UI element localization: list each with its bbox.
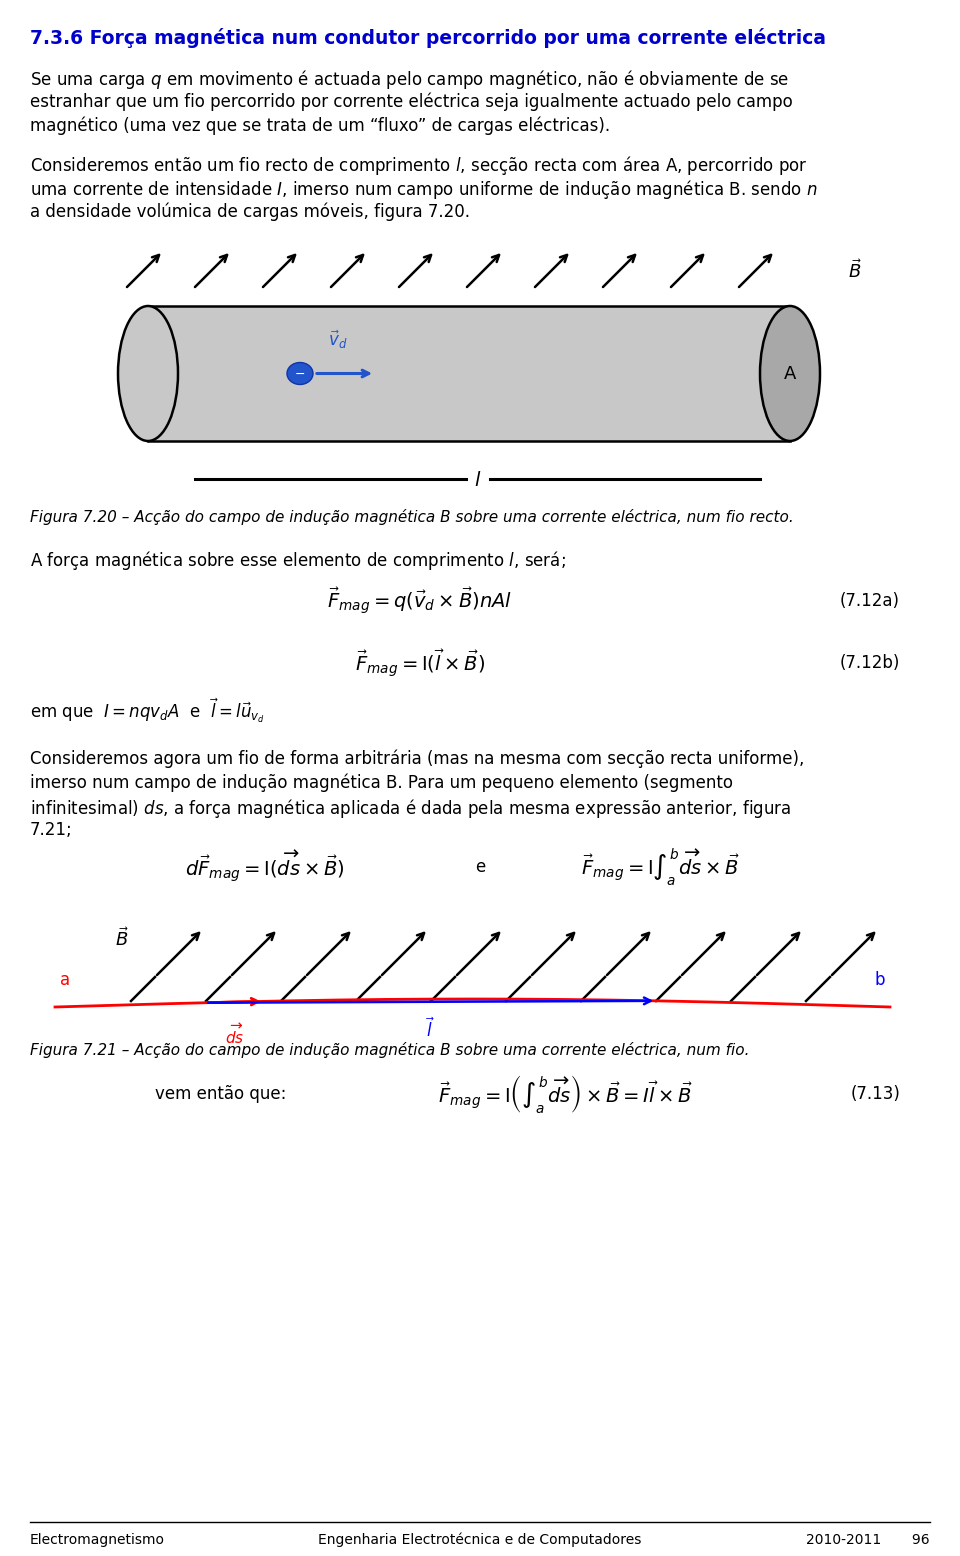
Bar: [148, 307, 790, 440]
Text: (7.12b): (7.12b): [840, 654, 900, 672]
Text: (7.12a): (7.12a): [840, 591, 900, 610]
Text: a: a: [60, 971, 70, 990]
Text: $\vec{B}$: $\vec{B}$: [115, 927, 129, 949]
Text: Consideremos agora um fio de forma arbitrária (mas na mesma com secção recta uni: Consideremos agora um fio de forma arbit…: [30, 748, 804, 767]
Text: Electromagnetismo: Electromagnetismo: [30, 1533, 165, 1547]
Text: $d\vec{F}_{mag} = \mathrm{I}(\overrightarrow{ds} \times \vec{B})$: $d\vec{F}_{mag} = \mathrm{I}(\overrighta…: [185, 850, 345, 885]
Text: infinitesimal) $ds$, a força magnética aplicada é dada pela mesma expressão ante: infinitesimal) $ds$, a força magnética a…: [30, 797, 791, 820]
Text: vem então que:: vem então que:: [155, 1085, 286, 1103]
Text: $\vec{F}_{mag} = q(\vec{v}_d \times \vec{B})nAl$: $\vec{F}_{mag} = q(\vec{v}_d \times \vec…: [327, 585, 513, 616]
Text: (7.13): (7.13): [851, 1085, 900, 1103]
Text: estranhar que um fio percorrido por corrente eléctrica seja igualmente actuado p: estranhar que um fio percorrido por corr…: [30, 92, 793, 110]
Text: b: b: [875, 971, 885, 990]
Text: e: e: [475, 857, 485, 876]
Text: $\overrightarrow{ds}$: $\overrightarrow{ds}$: [225, 1022, 244, 1047]
Text: uma corrente de intensidade $I$, imerso num campo uniforme de indução magnética : uma corrente de intensidade $I$, imerso …: [30, 177, 818, 201]
Text: $l$: $l$: [474, 470, 481, 490]
Text: Se uma carga $q$ em movimento é actuada pelo campo magnético, não é obviamente d: Se uma carga $q$ em movimento é actuada …: [30, 68, 789, 90]
Text: imerso num campo de indução magnética B. Para um pequeno elemento (segmento: imerso num campo de indução magnética B.…: [30, 773, 733, 792]
Text: Consideremos então um fio recto de comprimento $l$, secção recta com área A, per: Consideremos então um fio recto de compr…: [30, 154, 807, 177]
Text: a densidade volúmica de cargas móveis, figura 7.20.: a densidade volúmica de cargas móveis, f…: [30, 202, 470, 221]
Ellipse shape: [118, 307, 178, 440]
Text: em que  $I = nqv_d A$  e  $\vec{l} = l\vec{u}_{v_d}$: em que $I = nqv_d A$ e $\vec{l} = l\vec{…: [30, 697, 265, 725]
Text: A: A: [783, 364, 796, 383]
Text: $\vec{F}_{mag} = \mathrm{I}\left(\int_a^b \overrightarrow{ds}\right) \times \vec: $\vec{F}_{mag} = \mathrm{I}\left(\int_a^…: [438, 1074, 692, 1116]
Text: Figura 7.20 – Acção do campo de indução magnética B sobre uma corrente eléctrica: Figura 7.20 – Acção do campo de indução …: [30, 509, 794, 524]
Text: $\vec{l}$: $\vec{l}$: [426, 1018, 436, 1041]
Text: $\vec{v}_d$: $\vec{v}_d$: [328, 328, 348, 350]
Text: $\vec{B}$: $\vec{B}$: [848, 258, 862, 282]
Ellipse shape: [287, 363, 313, 384]
Ellipse shape: [760, 307, 820, 440]
Text: $\vec{F}_{mag} = \mathrm{I}(\vec{l} \times \vec{B})$: $\vec{F}_{mag} = \mathrm{I}(\vec{l} \tim…: [355, 647, 485, 678]
Text: 2010-2011       96: 2010-2011 96: [806, 1533, 930, 1547]
Text: Engenharia Electrotécnica e de Computadores: Engenharia Electrotécnica e de Computado…: [319, 1533, 641, 1547]
Text: magnético (uma vez que se trata de um “fluxo” de cargas eléctricas).: magnético (uma vez que se trata de um “f…: [30, 117, 611, 134]
Text: $-$: $-$: [295, 367, 305, 380]
Text: 7.21;: 7.21;: [30, 822, 73, 839]
Text: $\vec{F}_{mag} = \mathrm{I}\int_a^b \overrightarrow{ds} \times \vec{B}$: $\vec{F}_{mag} = \mathrm{I}\int_a^b \ove…: [581, 846, 739, 888]
Text: 7.3.6 Força magnética num condutor percorrido por uma corrente eléctrica: 7.3.6 Força magnética num condutor perco…: [30, 28, 826, 48]
Text: A força magnética sobre esse elemento de comprimento $l$, será;: A força magnética sobre esse elemento de…: [30, 549, 565, 573]
Text: Figura 7.21 – Acção do campo de indução magnética B sobre uma corrente eléctrica: Figura 7.21 – Acção do campo de indução …: [30, 1043, 750, 1058]
